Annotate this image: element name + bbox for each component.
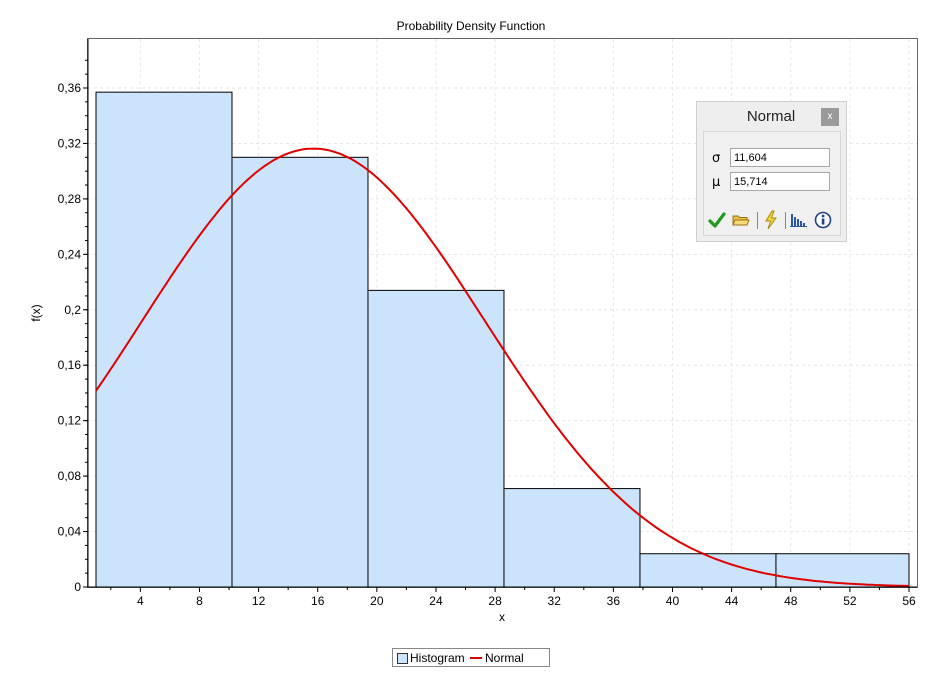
y-tick-label: 0,36: [58, 81, 82, 95]
x-tick-label: 40: [666, 594, 680, 608]
histogram-bars: [95, 91, 910, 588]
legend-histogram-swatch: [397, 653, 408, 664]
x-tick-label: 48: [784, 594, 798, 608]
parameter-box: σ μ: [703, 131, 841, 236]
x-tick-label: 12: [252, 594, 266, 608]
x-axis-ticks: 4 8 12 16 20 24 28 32 36 40 44 48 52 56: [88, 586, 917, 608]
x-tick-label: 52: [843, 594, 857, 608]
x-axis-label: x: [499, 610, 505, 624]
x-tick-label: 4: [137, 594, 144, 608]
x-tick-label: 24: [429, 594, 443, 608]
mu-symbol: μ: [712, 175, 721, 190]
histogram-bar: [95, 91, 233, 588]
x-tick-label: 28: [488, 594, 502, 608]
sigma-row: σ: [704, 148, 842, 170]
y-tick-label: 0,12: [58, 414, 82, 428]
x-tick-label: 44: [725, 594, 739, 608]
mu-input[interactable]: [730, 172, 830, 191]
y-tick-label: 0: [74, 580, 81, 594]
y-tick-label: 0,28: [58, 192, 82, 206]
histogram-icon[interactable]: [790, 210, 808, 230]
panel-toolbar: [704, 210, 842, 232]
y-tick-label: 0,08: [58, 469, 82, 483]
sigma-symbol: σ: [712, 151, 721, 166]
mu-row: μ: [704, 172, 842, 194]
normal-curve: [95, 147, 909, 587]
histogram-bar: [367, 289, 505, 588]
x-tick-label: 56: [902, 594, 916, 608]
y-tick-label: 0,24: [58, 247, 82, 261]
legend-normal-label: Normal: [485, 651, 524, 665]
x-tick-label: 20: [370, 594, 384, 608]
folder-open-icon[interactable]: [732, 210, 750, 230]
y-tick-label: 0,2: [64, 303, 81, 317]
toolbar-separator: [757, 212, 758, 229]
y-axis-label: f(x): [29, 304, 43, 321]
histogram-bar: [775, 553, 910, 588]
sigma-input[interactable]: [730, 148, 830, 167]
x-tick-label: 16: [311, 594, 325, 608]
histogram-bar: [503, 488, 641, 588]
chart-title: Probability Density Function: [397, 19, 546, 33]
normal-curve-group: [95, 147, 909, 587]
lightning-icon[interactable]: [762, 210, 780, 230]
check-icon[interactable]: [708, 210, 726, 230]
x-tick-label: 32: [548, 594, 562, 608]
y-tick-label: 0,04: [58, 525, 82, 539]
legend-histogram-label: Histogram: [410, 651, 465, 665]
panel-title: Normal: [746, 108, 796, 125]
x-tick-label: 36: [607, 594, 621, 608]
distribution-panel: Normal x σ μ: [696, 101, 847, 242]
chart-legend: Histogram Normal: [392, 648, 550, 667]
y-tick-label: 0,16: [58, 358, 82, 372]
legend-normal-swatch: [470, 657, 482, 659]
y-axis-ticks: 0 0,04 0,08 0,12 0,16 0,2 0,24 0,28 0,32 0,36: [58, 39, 89, 594]
toolbar-separator: [785, 212, 786, 229]
info-icon[interactable]: [814, 210, 832, 230]
y-tick-label: 0,32: [58, 136, 82, 150]
panel-close-button[interactable]: x: [821, 108, 839, 126]
histogram-bar: [231, 156, 369, 588]
x-tick-label: 8: [196, 594, 203, 608]
